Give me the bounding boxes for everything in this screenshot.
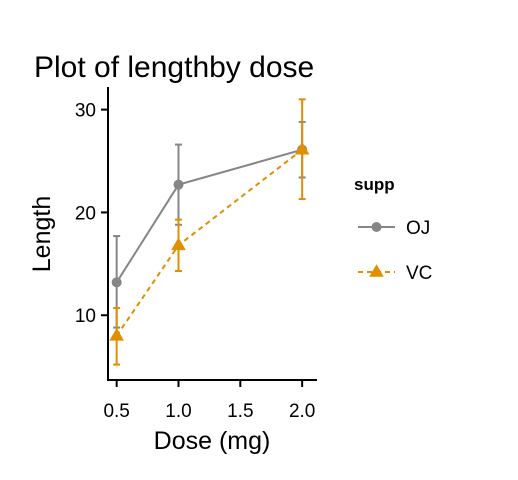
legend-vc-point (369, 264, 384, 277)
chart-title: Plot of lengthby dose (34, 51, 314, 84)
vc-point (109, 327, 124, 341)
legend-item-vc: VC (358, 263, 432, 284)
x-axis-ticks: 0.5 1.0 1.5 2.0 (103, 380, 315, 422)
series-vc (109, 98, 310, 366)
oj-line (115, 148, 303, 283)
plot-area (109, 98, 310, 366)
vc-point (294, 141, 310, 155)
x-tick-label: 0.5 (103, 401, 129, 422)
y-tick-label: 10 (75, 306, 96, 327)
legend-vc-label: VC (406, 263, 432, 284)
x-tick-label: 1.5 (227, 401, 253, 422)
y-tick-label: 20 (75, 203, 96, 224)
oj-point (111, 277, 122, 288)
legend-oj-point (371, 222, 382, 232)
y-axis-ticks: 10 20 30 (75, 101, 108, 327)
legend-items: OJ VC (358, 218, 432, 284)
oj-point (173, 179, 184, 190)
vc-point (171, 237, 186, 251)
y-axis-label: Length (28, 196, 56, 272)
series-oj (111, 120, 308, 329)
legend: supp OJ VC (354, 175, 432, 284)
legend-oj-label: OJ (406, 218, 430, 239)
x-tick-label: 1.0 (165, 401, 191, 422)
legend-item-oj: OJ (358, 218, 430, 239)
x-axis-label: Dose (mg) (154, 427, 271, 455)
y-tick-label: 30 (75, 101, 96, 122)
vc-line (115, 148, 303, 337)
legend-title: supp (354, 175, 395, 194)
x-tick-label: 2.0 (289, 401, 315, 422)
